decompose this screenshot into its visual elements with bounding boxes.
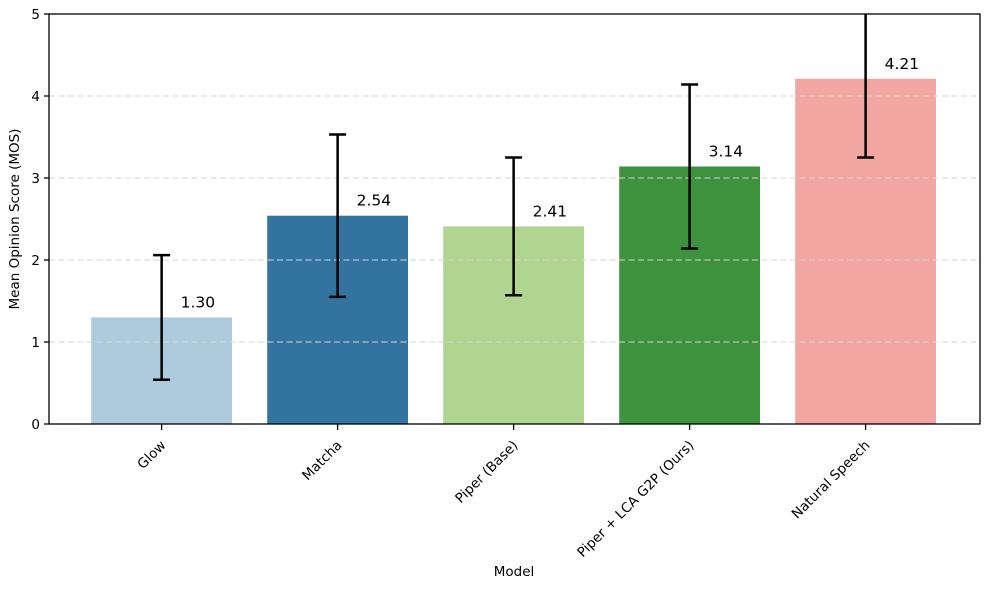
- value-label-natural-speech: 4.21: [885, 55, 920, 73]
- x-tick-label-piper-lca-g2p-ours: Piper + LCA G2P (Ours): [574, 438, 697, 561]
- y-tick-label-5: 5: [31, 7, 40, 23]
- x-tick-label-piper-base: Piper (Base): [452, 438, 521, 507]
- y-tick-label-0: 0: [31, 417, 40, 433]
- x-tick-label-matcha: Matcha: [299, 438, 345, 484]
- value-label-matcha: 2.54: [357, 192, 392, 210]
- y-tick-label-4: 4: [31, 89, 40, 105]
- y-tick-label-2: 2: [31, 253, 40, 269]
- value-label-piper-base: 2.41: [533, 202, 568, 220]
- x-axis-label: Model: [493, 564, 535, 580]
- y-tick-label-3: 3: [31, 171, 40, 187]
- axes-frame: [48, 13, 981, 425]
- x-tick-label-natural-speech: Natural Speech: [789, 438, 874, 523]
- value-label-piper-lca-g2p-ours: 3.14: [709, 143, 744, 161]
- y-tick-label-1: 1: [31, 335, 40, 351]
- value-label-glow: 1.30: [181, 293, 216, 311]
- x-tick-label-glow: Glow: [134, 438, 169, 473]
